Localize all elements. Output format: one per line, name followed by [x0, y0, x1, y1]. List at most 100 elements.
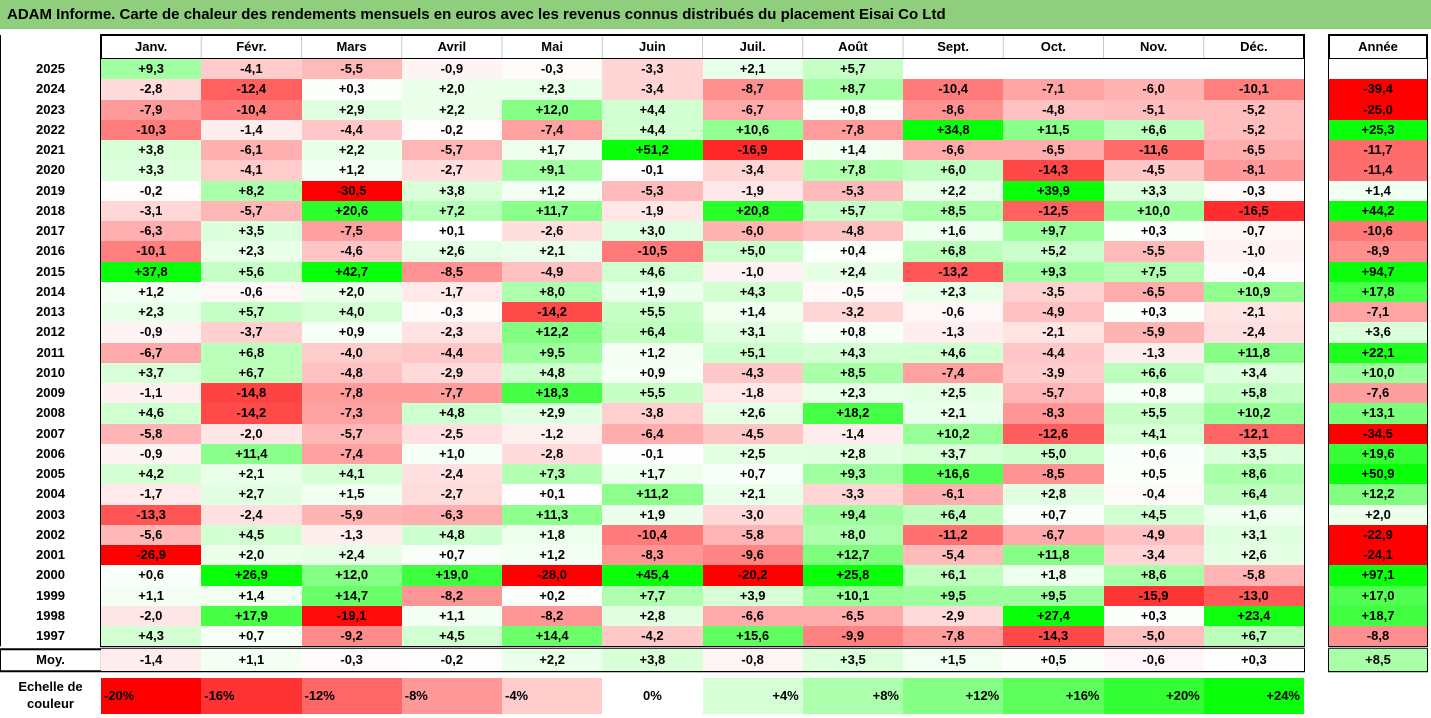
heatmap-cell: -1,8	[702, 383, 803, 404]
heatmap-cell: +0,4	[802, 241, 903, 262]
heatmap-cell: -2,1	[1203, 302, 1304, 323]
heatmap-cell: -7,7	[401, 383, 502, 404]
column-header: Nov.	[1140, 39, 1168, 54]
heatmap-cell: +8,7	[802, 79, 903, 100]
heatmap-cell: -1,1	[101, 383, 202, 404]
heatmap-cell: +2,1	[702, 59, 803, 80]
heatmap-cell: +4,3	[101, 626, 202, 647]
row-year-label: 2013	[36, 304, 65, 319]
heatmap-cell: +1,7	[502, 140, 603, 161]
row-year-label: 2016	[36, 243, 65, 259]
heatmap-cell: +4,8	[401, 524, 502, 545]
heatmap-cell: -7,8	[301, 383, 402, 404]
annual-cell: -8,8	[1329, 626, 1427, 647]
heatmap-cell: -2,8	[101, 79, 202, 100]
heatmap-cell: -5,5	[1103, 241, 1204, 262]
heatmap-cell: +7,8	[802, 160, 903, 181]
heatmap-cell: +18,3	[502, 383, 603, 404]
heatmap-cell: -1,0	[702, 261, 803, 282]
heatmap-cell: +2,6	[1203, 545, 1304, 566]
heatmap-cell: +1,2	[602, 342, 703, 363]
heatmap-cell: -3,9	[1003, 362, 1104, 383]
heatmap-cell: +14,4	[502, 626, 603, 647]
annual-cell: -8,9	[1329, 241, 1427, 262]
heatmap-cell: -14,8	[201, 383, 302, 404]
heatmap-cell: -1,4	[201, 119, 302, 140]
column-header: Févr.	[236, 39, 267, 54]
row-year-label: 2024	[36, 81, 65, 97]
heatmap-cell: +4,3	[702, 281, 803, 302]
heatmap-cell: -5,2	[1203, 119, 1304, 140]
heatmap-cell: +5,0	[1003, 443, 1104, 464]
color-scale-label: Echelle de couleur	[0, 678, 101, 714]
heatmap-cell: -4,9	[1103, 524, 1204, 545]
color-scale-step: -20%	[101, 678, 202, 714]
heatmap-cell: +9,1	[502, 160, 603, 181]
heatmap-cell: -8,2	[502, 605, 603, 626]
heatmap-cell: +0,8	[1103, 383, 1204, 404]
heatmap-cell: +0,3	[1103, 302, 1204, 323]
color-scale-step: +8%	[802, 678, 903, 714]
heatmap-cell: -10,3	[101, 119, 202, 140]
heatmap-cell: +5,7	[201, 302, 302, 323]
heatmap-cell: -11,2	[903, 524, 1004, 545]
heatmap-cell: +5,1	[702, 342, 803, 363]
heatmap-cell: +12,7	[802, 545, 903, 566]
row-year-label: 2021	[36, 142, 65, 157]
heatmap-cell: +2,2	[301, 140, 402, 161]
column-header: Juin	[639, 39, 666, 54]
color-scale-step: 0%	[602, 678, 703, 714]
row-year-label: 2014	[36, 283, 65, 299]
column-header-annual: Année	[1358, 39, 1398, 54]
heatmap-cell: -4,9	[1003, 302, 1104, 323]
column-header: Août	[838, 39, 868, 54]
heatmap-cell: +9,5	[903, 585, 1004, 606]
heatmap-cell: -2,9	[401, 362, 502, 383]
heatmap-cell: -2,3	[401, 322, 502, 343]
heatmap-cell: -2,5	[401, 423, 502, 444]
heatmap-cell: +8,6	[1203, 464, 1304, 485]
row-year-label: 2023	[36, 101, 65, 117]
heatmap-cell: +2,3	[802, 383, 903, 404]
heatmap-cell: -5,5	[301, 59, 402, 80]
average-cell: -0,6	[1103, 649, 1204, 672]
heatmap-cell: -0,6	[903, 302, 1004, 323]
heatmap-cell: -0,9	[101, 322, 202, 343]
color-scale-step: +20%	[1103, 678, 1204, 714]
heatmap-cell: +45,4	[602, 565, 703, 586]
heatmap-cell: +27,4	[1003, 605, 1104, 626]
heatmap-cell: -2,7	[401, 160, 502, 181]
heatmap-cell: +2,8	[802, 443, 903, 464]
heatmap-cell: -1,2	[502, 423, 603, 444]
heatmap-cell: +12,0	[301, 565, 402, 586]
color-scale-label-line1: Echelle de	[18, 679, 83, 694]
heatmap-cell: -14,2	[502, 302, 603, 323]
color-scale-step: -16%	[201, 678, 302, 714]
heatmap-cell: -16,9	[702, 140, 803, 161]
heatmap-cell: +0,7	[401, 545, 502, 566]
heatmap-cell: +6,8	[201, 342, 302, 363]
annual-cell: +13,1	[1329, 403, 1427, 424]
heatmap-cell: -2,1	[1003, 322, 1104, 343]
heatmap-cell: +2,3	[502, 79, 603, 100]
heatmap-cell: +5,2	[1003, 241, 1104, 262]
heatmap-cell: +0,7	[702, 464, 803, 485]
heatmap-cell: +4,3	[802, 342, 903, 363]
heatmap-cell: +5,7	[802, 59, 903, 80]
heatmap-cell: +1,2	[502, 545, 603, 566]
heatmap-cell: +9,3	[101, 59, 202, 80]
heatmap-cell: +0,9	[301, 322, 402, 343]
heatmap-cell: +5,5	[1103, 403, 1204, 424]
average-cell: -0,8	[702, 649, 803, 672]
annual-cell: +50,9	[1329, 464, 1427, 485]
heatmap-cell: +6,6	[1103, 362, 1204, 383]
heatmap-cell: -19,1	[301, 605, 402, 626]
heatmap-cell: -0,2	[101, 180, 202, 201]
heatmap-cell: +5,5	[602, 383, 703, 404]
heatmap-cell: -4,2	[602, 626, 703, 647]
row-year-label: 2007	[36, 425, 65, 441]
heatmap-cell: -4,4	[1003, 342, 1104, 363]
heatmap-cell: -10,4	[903, 79, 1004, 100]
heatmap-cell: -14,2	[201, 403, 302, 424]
heatmap-cell	[1203, 59, 1304, 80]
